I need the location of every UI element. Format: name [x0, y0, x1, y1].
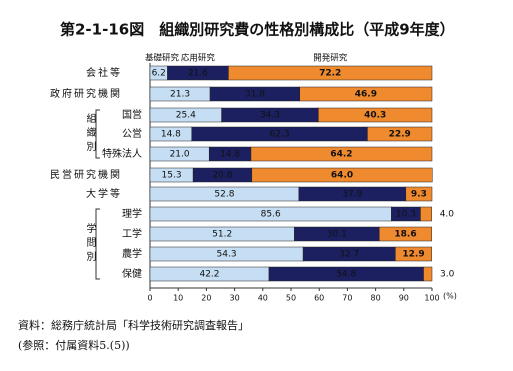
category-label: 農学 [122, 247, 142, 260]
value-label: 54.8 [336, 270, 356, 280]
legend-label: 応用研究 [181, 53, 216, 64]
category-label: 民営研究機関 [50, 168, 122, 181]
value-label: 64.0 [331, 171, 353, 181]
value-label: 51.2 [212, 230, 232, 240]
category-label: 政府研究機関 [50, 87, 122, 100]
value-label: 9.3 [411, 190, 427, 200]
x-tick-label: 90 [399, 294, 409, 303]
value-label: 4.0 [440, 210, 455, 220]
value-label: 14.8 [220, 150, 240, 160]
value-label: 37.9 [342, 190, 362, 200]
x-tick-label: 60 [314, 294, 324, 303]
group-bracket [95, 208, 100, 280]
value-label: 18.6 [394, 230, 416, 240]
x-tick-label: 80 [371, 294, 381, 303]
value-label: 15.3 [162, 171, 182, 181]
x-tick-label: 10 [173, 294, 183, 303]
value-label: 14.8 [161, 130, 181, 140]
value-label: 54.3 [217, 250, 237, 260]
x-tick-label: 100 [424, 294, 439, 303]
x-tick-label: 0 [147, 294, 152, 303]
x-tick-label: 30 [230, 294, 240, 303]
bar-segment [395, 246, 432, 262]
category-label: 会社等 [86, 66, 122, 79]
category-label: 大学等 [86, 187, 122, 200]
x-tick-label: 20 [201, 294, 211, 303]
source-note: 資料：総務庁統計局「科学技術研究調査報告」 [18, 318, 249, 332]
bar-segment [379, 226, 432, 242]
bar-segment [228, 65, 433, 81]
value-label: 25.4 [176, 111, 196, 121]
bar-segment [367, 126, 433, 142]
group-label: 組織別 [84, 112, 96, 155]
legend-label: 開発研究 [313, 53, 348, 64]
group-label: 学問別 [84, 222, 96, 265]
x-tick-label: 70 [342, 294, 352, 303]
value-label: 42.2 [199, 270, 219, 280]
bar-segment [299, 86, 433, 102]
category-label: 公営 [122, 127, 142, 140]
value-label: 40.3 [364, 111, 386, 121]
bar-segment [318, 107, 433, 123]
bar-segment [420, 206, 432, 222]
bar-segment [251, 167, 433, 183]
value-label: 30.1 [327, 230, 347, 240]
category-label: 保健 [122, 267, 142, 280]
value-label: 46.9 [355, 90, 377, 100]
group-bracket [95, 109, 100, 159]
value-label: 3.0 [440, 270, 455, 280]
category-label: 理学 [122, 207, 142, 220]
legend-label: 基礎研究 [145, 53, 180, 64]
value-label: 72.2 [319, 69, 341, 79]
value-label: 32.7 [339, 250, 359, 260]
chart-title: 第2-1-16図 組織別研究費の性格別構成比（平成9年度） [60, 21, 455, 39]
value-label: 22.9 [389, 130, 411, 140]
value-label: 21.0 [170, 150, 190, 160]
x-tick-label: 50 [286, 294, 296, 303]
bar-segment [423, 266, 433, 282]
reference-note: (参照：付属資料5.(5)) [18, 338, 130, 352]
value-label: 64.2 [330, 150, 352, 160]
category-label: 国営 [122, 108, 142, 121]
value-label: 20.8 [212, 171, 232, 181]
value-label: 21.6 [188, 69, 208, 79]
value-label: 62.3 [270, 130, 290, 140]
value-label: 34.3 [260, 111, 280, 121]
value-label: 6.2 [152, 69, 166, 79]
x-unit: (%) [443, 292, 457, 301]
value-label: 10.3 [396, 210, 416, 220]
bar-segment [405, 186, 433, 202]
value-label: 21.3 [170, 90, 190, 100]
bar-segment [250, 146, 433, 162]
value-label: 52.8 [214, 190, 234, 200]
value-label: 31.8 [245, 90, 265, 100]
value-label: 85.6 [261, 210, 281, 220]
category-label: 特殊法人 [102, 147, 142, 160]
value-label: 12.9 [402, 250, 424, 260]
x-tick-label: 40 [258, 294, 268, 303]
category-label: 工学 [122, 227, 142, 240]
